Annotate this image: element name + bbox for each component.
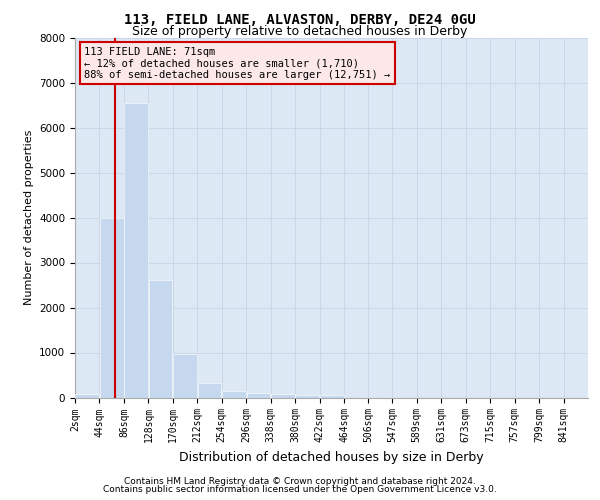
Bar xyxy=(320,395,344,398)
X-axis label: Distribution of detached houses by size in Derby: Distribution of detached houses by size … xyxy=(179,451,484,464)
Bar xyxy=(76,394,99,398)
Y-axis label: Number of detached properties: Number of detached properties xyxy=(23,130,34,305)
Bar xyxy=(271,394,295,398)
Text: Contains public sector information licensed under the Open Government Licence v3: Contains public sector information licen… xyxy=(103,484,497,494)
Bar xyxy=(173,354,197,398)
Bar xyxy=(247,392,270,398)
Text: Contains HM Land Registry data © Crown copyright and database right 2024.: Contains HM Land Registry data © Crown c… xyxy=(124,477,476,486)
Bar xyxy=(222,391,246,398)
Bar xyxy=(295,395,319,398)
Text: 113 FIELD LANE: 71sqm
← 12% of detached houses are smaller (1,710)
88% of semi-d: 113 FIELD LANE: 71sqm ← 12% of detached … xyxy=(84,46,391,80)
Bar xyxy=(124,103,148,398)
Bar xyxy=(197,383,221,398)
Bar xyxy=(149,280,172,398)
Text: Size of property relative to detached houses in Derby: Size of property relative to detached ho… xyxy=(133,25,467,38)
Text: 113, FIELD LANE, ALVASTON, DERBY, DE24 0GU: 113, FIELD LANE, ALVASTON, DERBY, DE24 0… xyxy=(124,12,476,26)
Bar xyxy=(100,218,124,398)
